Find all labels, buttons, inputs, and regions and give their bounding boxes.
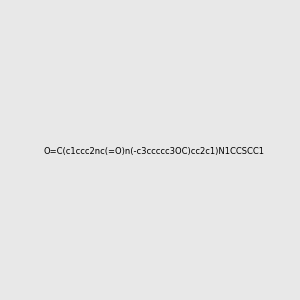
Text: O=C(c1ccc2nc(=O)n(-c3ccccc3OC)cc2c1)N1CCSCC1: O=C(c1ccc2nc(=O)n(-c3ccccc3OC)cc2c1)N1CC… xyxy=(43,147,264,156)
